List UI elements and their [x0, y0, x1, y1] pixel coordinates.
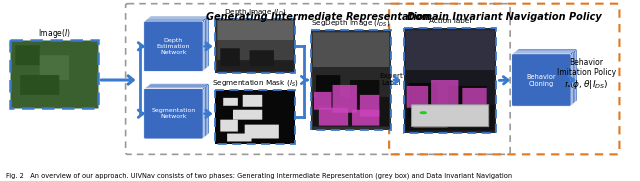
FancyBboxPatch shape	[511, 54, 571, 106]
Text: Expert
Label: Expert Label	[379, 73, 403, 85]
FancyBboxPatch shape	[243, 95, 262, 107]
Text: Image($I$): Image($I$)	[38, 27, 71, 40]
FancyBboxPatch shape	[147, 86, 206, 137]
FancyBboxPatch shape	[227, 134, 252, 142]
FancyBboxPatch shape	[431, 80, 458, 110]
Text: Imitation Policy: Imitation Policy	[557, 68, 616, 77]
FancyBboxPatch shape	[513, 52, 573, 105]
FancyBboxPatch shape	[311, 30, 391, 130]
Circle shape	[420, 112, 426, 113]
FancyBboxPatch shape	[313, 97, 389, 127]
FancyBboxPatch shape	[319, 108, 348, 126]
FancyBboxPatch shape	[448, 86, 486, 118]
FancyBboxPatch shape	[244, 125, 279, 138]
FancyBboxPatch shape	[148, 17, 207, 68]
Text: Segmentation Mask ($I_S$): Segmentation Mask ($I_S$)	[212, 78, 299, 88]
FancyBboxPatch shape	[216, 90, 296, 144]
Text: Fig. 2   An overview of our approach. UIVNav consists of two phases: Generating : Fig. 2 An overview of our approach. UIVN…	[6, 173, 512, 179]
FancyBboxPatch shape	[518, 49, 577, 102]
Text: Behavior: Behavior	[569, 58, 604, 67]
Text: Depth
Estimation
Network: Depth Estimation Network	[157, 38, 190, 55]
FancyBboxPatch shape	[148, 85, 207, 135]
FancyBboxPatch shape	[313, 67, 389, 97]
Text: Depth Image ($I_D$): Depth Image ($I_D$)	[224, 7, 287, 17]
FancyBboxPatch shape	[516, 50, 575, 103]
FancyBboxPatch shape	[409, 83, 438, 118]
FancyBboxPatch shape	[313, 32, 389, 67]
Text: $\pi(\phi, \theta | I_{DS})$: $\pi(\phi, \theta | I_{DS})$	[564, 78, 609, 91]
FancyBboxPatch shape	[218, 20, 294, 40]
FancyBboxPatch shape	[250, 50, 274, 66]
FancyBboxPatch shape	[216, 18, 296, 73]
FancyBboxPatch shape	[10, 40, 99, 108]
FancyBboxPatch shape	[143, 89, 204, 139]
FancyBboxPatch shape	[333, 85, 357, 113]
FancyBboxPatch shape	[406, 70, 495, 105]
FancyBboxPatch shape	[147, 19, 206, 69]
FancyBboxPatch shape	[40, 55, 69, 80]
FancyBboxPatch shape	[223, 98, 238, 106]
FancyBboxPatch shape	[451, 106, 480, 126]
FancyBboxPatch shape	[412, 105, 489, 127]
FancyBboxPatch shape	[406, 105, 495, 131]
FancyBboxPatch shape	[462, 88, 486, 116]
FancyBboxPatch shape	[218, 40, 294, 60]
Text: Behavior
Cloning: Behavior Cloning	[527, 73, 556, 87]
FancyBboxPatch shape	[406, 86, 428, 108]
FancyBboxPatch shape	[352, 110, 380, 126]
Text: Domain Invariant Navigation Policy: Domain Invariant Navigation Policy	[407, 12, 602, 22]
FancyBboxPatch shape	[20, 75, 60, 95]
FancyBboxPatch shape	[145, 87, 205, 138]
Text: Segmentation
Network: Segmentation Network	[151, 108, 196, 119]
FancyBboxPatch shape	[220, 48, 240, 66]
FancyBboxPatch shape	[150, 84, 209, 134]
Text: SegDepth Image ($I_{DS}$): SegDepth Image ($I_{DS}$)	[312, 18, 390, 28]
FancyBboxPatch shape	[316, 75, 340, 105]
FancyBboxPatch shape	[413, 106, 448, 128]
FancyBboxPatch shape	[406, 30, 495, 70]
FancyBboxPatch shape	[145, 20, 205, 70]
FancyBboxPatch shape	[515, 51, 574, 104]
Text: Action label: Action label	[429, 18, 471, 24]
FancyBboxPatch shape	[15, 45, 40, 65]
FancyBboxPatch shape	[360, 95, 380, 117]
FancyBboxPatch shape	[220, 120, 238, 132]
FancyBboxPatch shape	[218, 60, 294, 71]
FancyBboxPatch shape	[404, 28, 497, 132]
Text: Generating Intermediate Representation: Generating Intermediate Representation	[205, 12, 430, 22]
FancyBboxPatch shape	[143, 21, 204, 71]
FancyBboxPatch shape	[314, 92, 332, 110]
FancyBboxPatch shape	[350, 80, 380, 105]
FancyBboxPatch shape	[233, 110, 262, 120]
FancyBboxPatch shape	[150, 16, 209, 67]
